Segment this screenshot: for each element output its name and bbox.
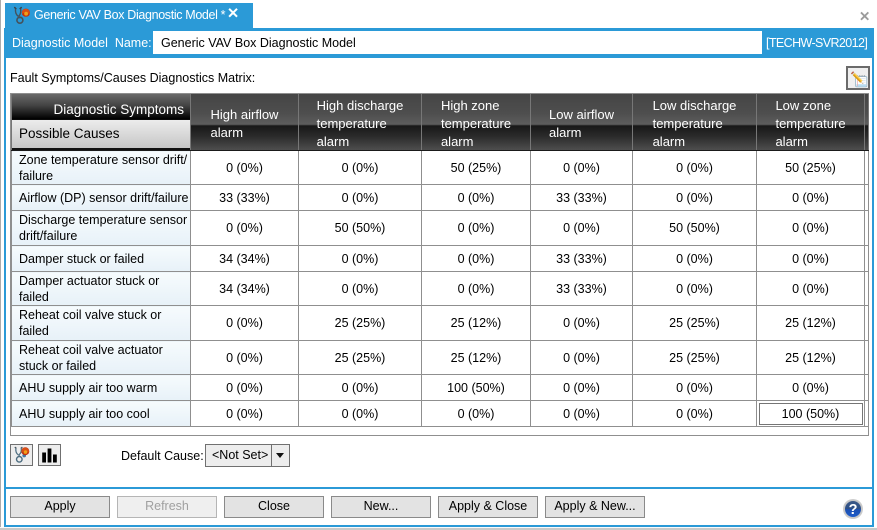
svg-text:?: ? (849, 502, 858, 518)
